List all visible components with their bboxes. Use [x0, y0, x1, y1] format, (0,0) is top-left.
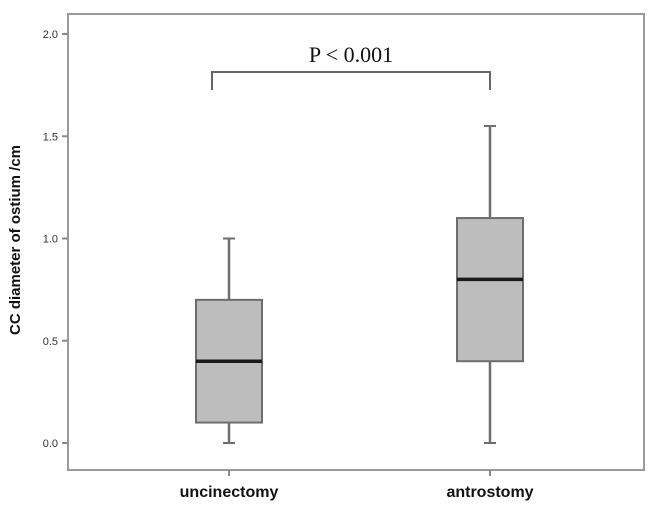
x-category-label: antrostomy [446, 484, 533, 501]
y-axis-title: CC diameter of ostium /cm [7, 145, 24, 335]
y-tick-label: 0.0 [43, 438, 58, 450]
p-value-label: P < 0.001 [309, 42, 393, 67]
x-axis-ticks: uncinectomy antrostomy [180, 470, 534, 501]
significance-bracket [211, 71, 491, 90]
y-axis-ticks: 0.0 0.5 1.0 1.5 2.0 [43, 29, 68, 450]
box-antrostomy [456, 125, 524, 444]
y-tick-label: 1.0 [43, 234, 58, 246]
box-uncinectomy [195, 237, 263, 444]
iqr-box [456, 217, 524, 363]
significance-annotation: P < 0.001 [211, 42, 491, 90]
x-category-label: uncinectomy [180, 484, 279, 501]
boxes [195, 125, 524, 444]
y-tick-label: 2.0 [43, 29, 58, 41]
y-tick-label: 0.5 [43, 336, 58, 348]
y-tick-label: 1.5 [43, 131, 58, 143]
plot-frame [67, 13, 645, 471]
